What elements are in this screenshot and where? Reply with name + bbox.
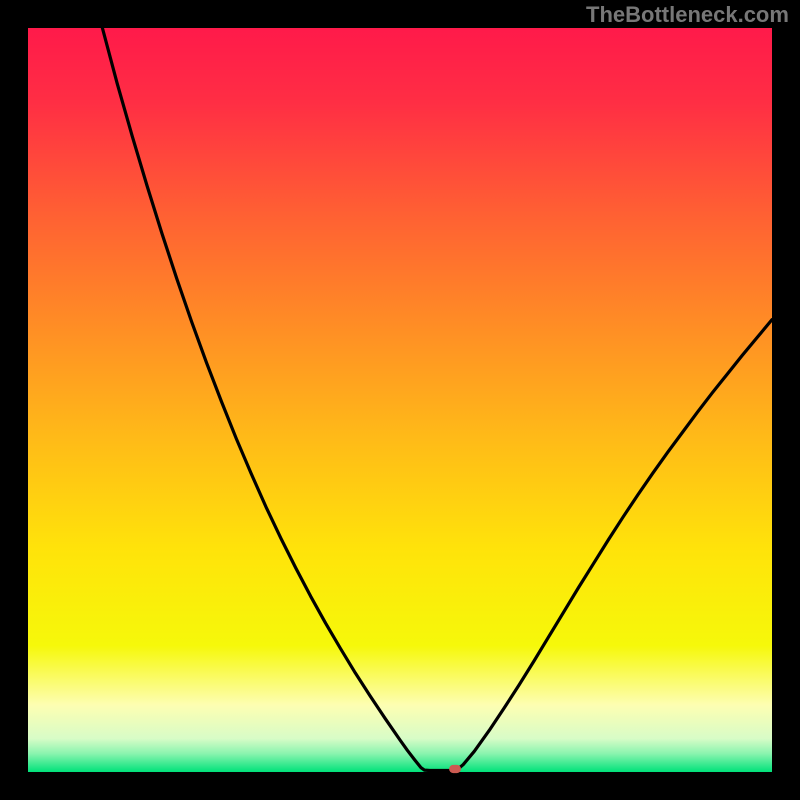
optimum-marker [449, 765, 461, 773]
curve-left [102, 28, 458, 771]
bottleneck-curve [28, 28, 772, 772]
curve-right [458, 320, 772, 769]
watermark-text: TheBottleneck.com [586, 2, 789, 28]
chart-frame: TheBottleneck.com [0, 0, 800, 800]
